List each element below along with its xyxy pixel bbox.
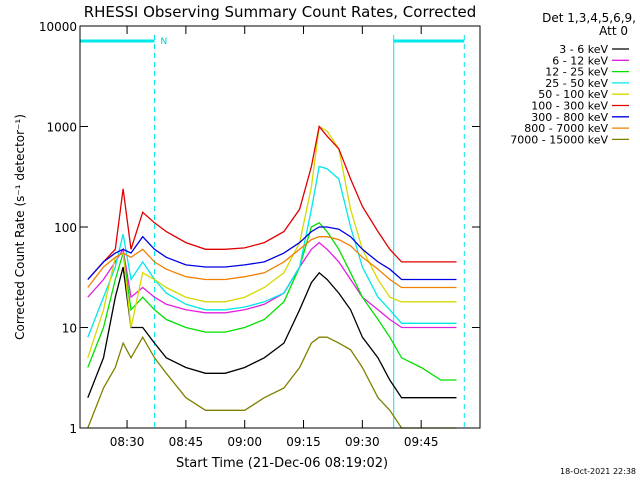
timestamp: 18-Oct-2021 22:38: [560, 467, 636, 476]
series-line: [87, 125, 457, 280]
series-line: [87, 125, 457, 359]
legend-label: 25 - 50 keV: [545, 77, 608, 90]
x-tick-label: 09:00: [227, 435, 262, 449]
legend-label: 6 - 12 keV: [552, 54, 608, 67]
x-tick-label: 08:30: [110, 435, 145, 449]
series-line: [87, 266, 457, 399]
legend-label: 3 - 6 keV: [559, 43, 608, 56]
y-tick-label: 1000: [46, 121, 77, 135]
legend-label: 7000 - 15000 keV: [510, 133, 608, 146]
legend-label: 50 - 100 keV: [538, 88, 608, 101]
legend-label: 300 - 800 keV: [531, 111, 608, 124]
legend-label: 12 - 25 keV: [545, 66, 608, 79]
y-tick-label: 10000: [39, 20, 77, 34]
flag-label: N: [161, 37, 168, 47]
x-tick-label: 08:45: [169, 435, 204, 449]
y-tick-label: 100: [54, 221, 77, 235]
legend-header: Att 0: [599, 24, 628, 38]
series-line: [87, 221, 457, 381]
y-axis-label: Corrected Count Rate (s⁻¹ detector⁻¹): [13, 114, 27, 340]
series-line: [87, 236, 457, 289]
x-tick-label: 09:15: [286, 435, 321, 449]
series-line: [87, 165, 457, 338]
x-tick-label: 09:45: [404, 435, 439, 449]
y-tick-label: 10: [62, 322, 77, 336]
chart-title: RHESSI Observing Summary Count Rates, Co…: [84, 3, 477, 21]
x-tick-label: 09:30: [345, 435, 380, 449]
legend-label: 800 - 7000 keV: [524, 122, 608, 135]
y-tick-label: 1: [69, 422, 77, 436]
series-line: [87, 335, 457, 429]
series-line: [87, 226, 457, 281]
legend-label: 100 - 300 keV: [531, 100, 608, 113]
legend-header: Det 1,3,4,5,6,9,: [542, 11, 636, 25]
x-axis-label: Start Time (21-Dec-06 08:19:02): [176, 456, 388, 471]
